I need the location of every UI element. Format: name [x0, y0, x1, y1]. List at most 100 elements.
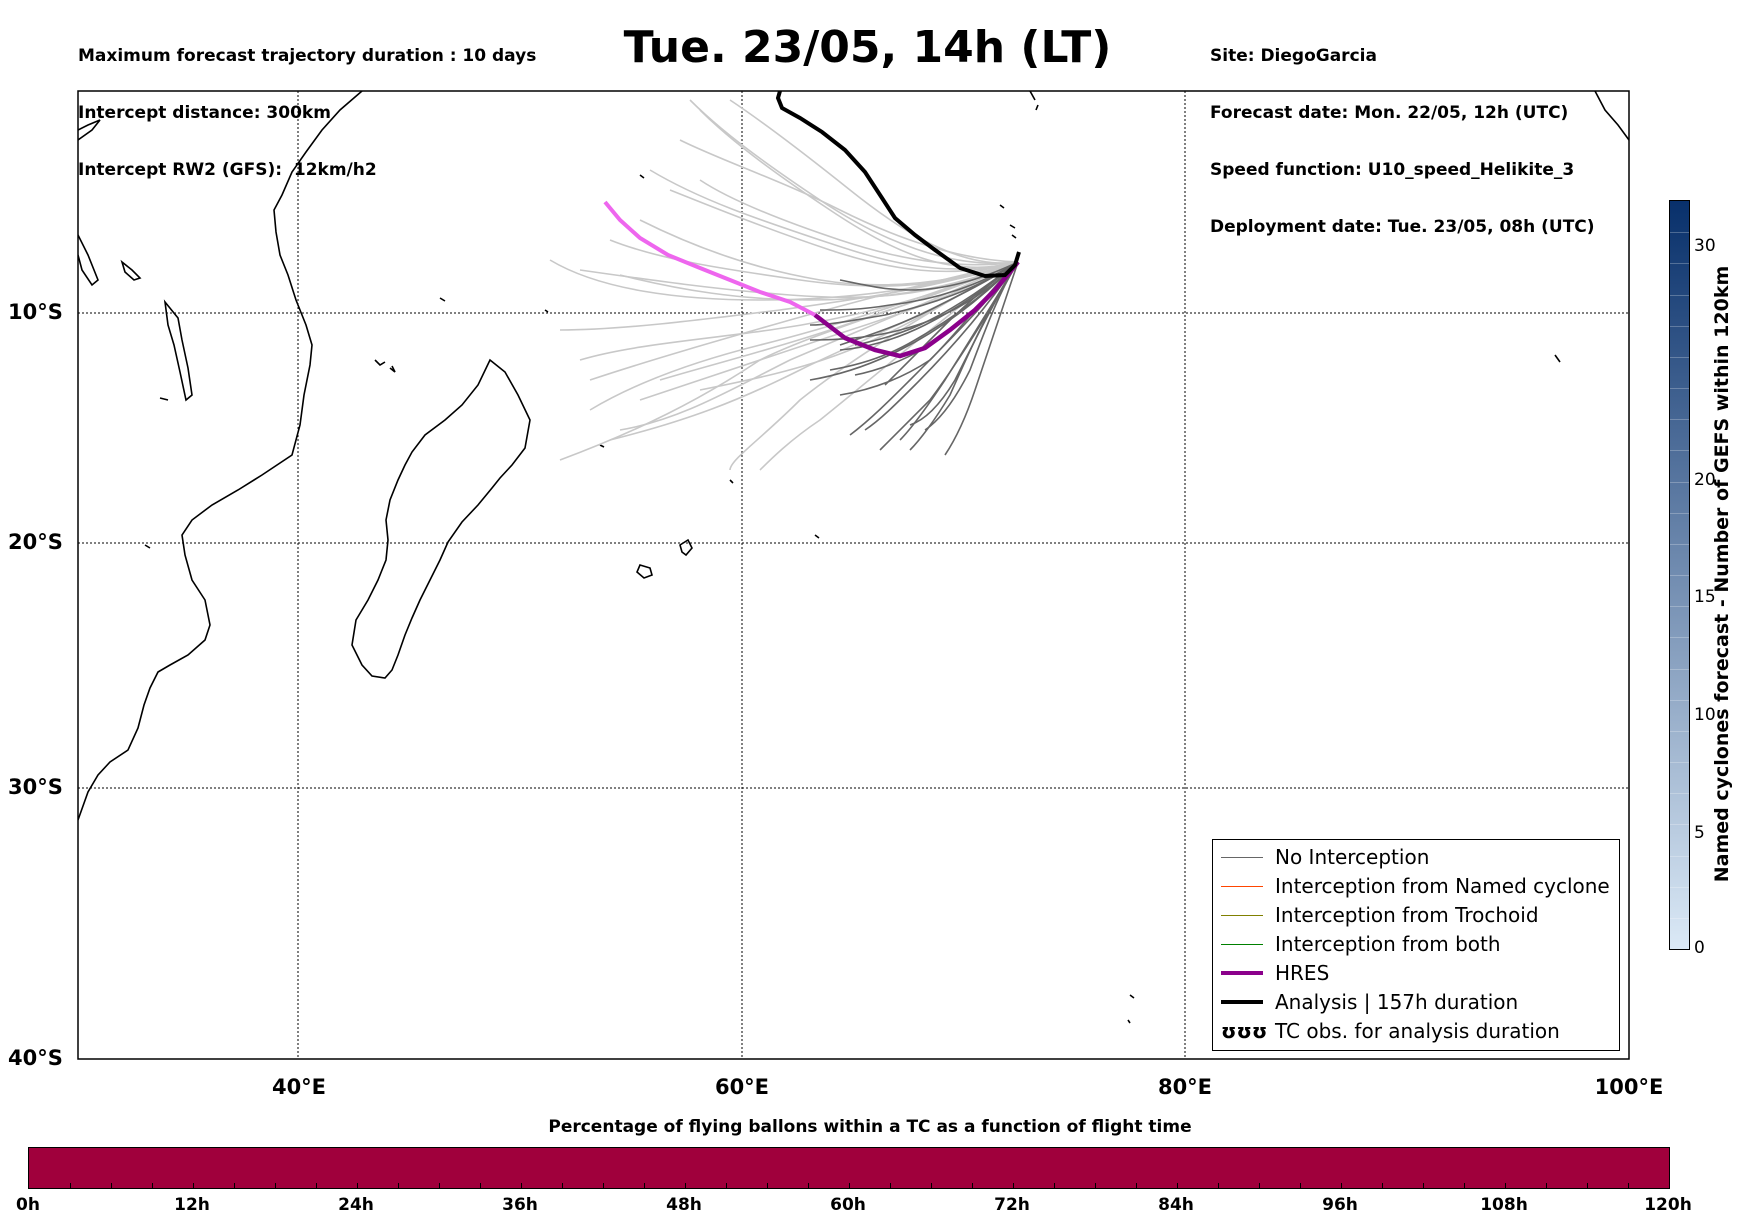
colorbar-band-divider: [1670, 512, 1689, 514]
time-tick: 12h: [174, 1195, 210, 1215]
colorbar-minor-tick: [726, 1183, 727, 1188]
colorbar-band-divider: [1670, 668, 1689, 670]
colorbar-minor-tick: [1300, 1183, 1301, 1188]
lat-label-30s: 30°S: [8, 775, 63, 799]
colorbar-minor-tick: [521, 1183, 522, 1188]
lon-label-80e: 80°E: [1157, 1075, 1213, 1099]
legend-label: HRES: [1275, 961, 1330, 985]
lon-label-40e: 40°E: [271, 1075, 327, 1099]
colorbar-band-divider: [1670, 481, 1689, 483]
colorbar-minor-tick: [603, 1183, 604, 1188]
colorbar-minor-tick: [1382, 1183, 1383, 1188]
colorbar-minor-tick: [439, 1183, 440, 1188]
legend-label: TC obs. for analysis duration: [1275, 1019, 1560, 1043]
time-tick: 0h: [16, 1195, 40, 1215]
time-tick: 72h: [994, 1195, 1030, 1215]
time-tick: 84h: [1158, 1195, 1194, 1215]
colorbar-band-divider: [1670, 356, 1689, 358]
named-cyclones-colorbar: [1669, 200, 1690, 950]
legend-swatch-both: [1221, 943, 1263, 945]
madagascar-coastline: [351, 358, 531, 679]
colorbar-band-divider: [1670, 886, 1689, 888]
colorbar-tick: 20: [1694, 470, 1716, 490]
colorbar-minor-tick: [1587, 1183, 1588, 1188]
africa-coastline: [78, 91, 363, 821]
mauritius-island: [679, 538, 693, 557]
colorbar-band-divider: [1670, 263, 1689, 265]
seychelles-islands: [439, 174, 1005, 313]
lat-label-40s: 40°S: [8, 1046, 63, 1070]
mozambique-channel-islands: [144, 397, 169, 549]
colorbar-label: Named cyclones forecast - Number of GEFS…: [1711, 265, 1733, 883]
colorbar-band-divider: [1670, 388, 1689, 389]
colorbar-tick: 15: [1694, 587, 1716, 607]
colorbar-band-divider: [1670, 575, 1689, 576]
colorbar-tick: 0: [1694, 938, 1705, 958]
colorbar-band-divider: [1670, 762, 1689, 763]
colorbar-band-divider: [1670, 419, 1689, 421]
legend-label: Interception from Named cyclone: [1275, 874, 1610, 898]
colorbar-minor-tick: [111, 1183, 112, 1188]
time-tick: 36h: [502, 1195, 538, 1215]
colorbar-band-divider: [1670, 450, 1689, 452]
colorbar-minor-tick: [1259, 1183, 1260, 1188]
lat-label-20s: 20°S: [8, 530, 63, 554]
colorbar-band-divider: [1670, 855, 1689, 857]
map-legend: No Interception Interception from Named …: [1212, 839, 1620, 1051]
horn-coast: [78, 119, 101, 141]
analysis-trajectory: [775, 91, 1021, 279]
legend-label: Analysis | 157h duration: [1275, 990, 1519, 1014]
intercept-rw2-text: Intercept RW2 (GFS): 12km/h2: [78, 160, 377, 180]
header-left-info: Maximum forecast trajectory duration : 1…: [78, 9, 536, 199]
colorbar-band-divider: [1670, 325, 1689, 327]
colorbar-minor-tick: [685, 1183, 686, 1188]
legend-swatch-trochoid: [1221, 914, 1263, 916]
colorbar-minor-tick: [1423, 1183, 1424, 1188]
colorbar-minor-tick: [1095, 1183, 1096, 1188]
colorbar-minor-tick: [1054, 1183, 1055, 1188]
colorbar-band-divider: [1670, 793, 1689, 795]
deployment-date-text: Deployment date: Tue. 23/05, 08h (UTC): [1210, 217, 1595, 237]
madagascar-north-islands: [599, 444, 820, 539]
intercept-distance-text: Intercept distance: 300km: [78, 103, 331, 123]
forecast-date-text: Forecast date: Mon. 22/05, 12h (UTC): [1210, 103, 1569, 123]
legend-swatch-no-interception: [1221, 856, 1263, 858]
colorbar-minor-tick: [931, 1183, 932, 1188]
colorbar-band-divider: [1670, 232, 1689, 234]
legend-label: Interception from both: [1275, 932, 1501, 956]
time-tick: 96h: [1322, 1195, 1358, 1215]
colorbar-minor-tick: [849, 1183, 850, 1188]
colorbar-band-divider: [1670, 730, 1689, 732]
colorbar-tick: 5: [1694, 823, 1705, 843]
legend-label: No Interception: [1275, 845, 1430, 869]
map-frame: [77, 90, 1630, 1060]
colorbar-minor-tick: [1628, 1183, 1629, 1188]
colorbar-minor-tick: [1546, 1183, 1547, 1188]
colorbar-minor-tick: [1136, 1183, 1137, 1188]
time-tick: 60h: [830, 1195, 866, 1215]
hres-trajectory-early: [603, 200, 816, 317]
colorbar-minor-tick: [275, 1183, 276, 1188]
time-tick: 120h: [1644, 1195, 1692, 1215]
colorbar-minor-tick: [767, 1183, 768, 1188]
reunion-island: [636, 564, 653, 579]
colorbar-minor-tick: [1218, 1183, 1219, 1188]
colorbar-minor-tick: [1464, 1183, 1465, 1188]
colorbar-minor-tick: [152, 1183, 153, 1188]
maldives-islands: [1029, 91, 1039, 111]
colorbar-band-divider: [1670, 606, 1689, 608]
legend-swatch-analysis: [1221, 1000, 1263, 1004]
legend-swatch-named-cyclone: [1221, 885, 1263, 887]
colorbar-minor-tick: [562, 1183, 563, 1188]
coastlines: [78, 91, 1629, 1024]
speed-function-text: Speed function: U10_speed_Helikite_3: [1210, 160, 1575, 180]
sumatra-coast: [1594, 91, 1629, 141]
tc-obs-icon: ʊʊʊ: [1221, 1019, 1268, 1043]
lake-victoria: [78, 234, 99, 287]
colorbar-minor-tick: [1013, 1183, 1014, 1188]
colorbar-band-divider: [1670, 824, 1689, 826]
hres-trajectory: [813, 260, 1020, 359]
time-tick: 108h: [1480, 1195, 1528, 1215]
cocos-islands: [1554, 354, 1561, 363]
